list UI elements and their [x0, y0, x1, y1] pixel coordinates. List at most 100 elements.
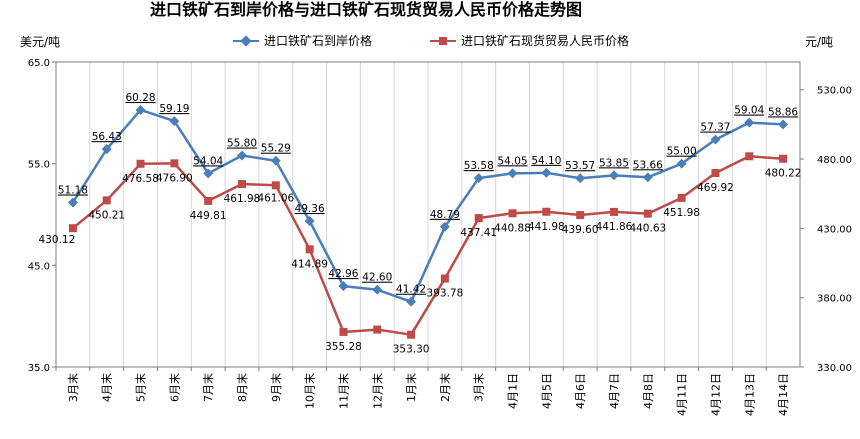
right-tick-label: 430.00	[817, 224, 852, 235]
data-label-cif: 41.42	[396, 284, 426, 296]
point-rmb	[440, 274, 449, 283]
left-tick-label: 65.0	[28, 58, 50, 69]
point-cif	[372, 284, 383, 295]
chart-title: 进口铁矿石到岸价格与进口铁矿石现货贸易人民币价格走势图	[150, 0, 582, 19]
data-label-cif: 55.29	[261, 143, 291, 155]
data-label-rmb: 451.98	[663, 207, 700, 219]
x-tick-label: 4月11日	[676, 373, 689, 416]
data-label-cif: 56.43	[92, 131, 122, 143]
point-cif	[169, 116, 180, 127]
x-tick-label: 12月末	[370, 373, 384, 409]
point-rmb	[102, 196, 111, 205]
data-label-cif: 53.85	[599, 157, 629, 169]
series-line-rmb	[72, 155, 784, 336]
right-tick-label: 480.00	[817, 155, 852, 166]
point-rmb	[305, 245, 314, 254]
point-rmb	[711, 169, 720, 178]
legend-marker-cif	[240, 35, 252, 47]
x-tick-label: 10月末	[303, 373, 317, 409]
data-label-rmb: 437.41	[460, 227, 497, 239]
point-cif	[439, 221, 450, 232]
data-label-rmb: 461.06	[257, 192, 294, 204]
legend-label-rmb: 进口铁矿石现货贸易人民币价格	[461, 33, 629, 48]
data-label-rmb: 355.28	[325, 341, 362, 353]
data-label-rmb: 440.63	[629, 223, 666, 235]
data-label-cif: 57.37	[700, 122, 730, 134]
x-tick-label: 4月7日	[608, 373, 621, 409]
point-rmb	[170, 159, 179, 168]
series-line-cif	[71, 108, 784, 303]
data-label-cif: 53.66	[633, 159, 663, 171]
point-rmb	[779, 154, 788, 163]
data-label-cif: 54.05	[498, 155, 528, 167]
data-label-rmb: 469.92	[697, 182, 734, 194]
data-label-cif: 59.04	[734, 105, 764, 117]
x-axis: 3月末 4月末 5月末 6月末 7月末 8月末 9月末 10月末 11月末 12月末 1月末 2月末 3…	[55, 367, 790, 416]
data-label-rmb: 461.98	[224, 193, 261, 205]
right-tick-label: 330.00	[817, 363, 852, 374]
point-rmb	[136, 159, 145, 168]
x-tick-label: 4月8日	[642, 373, 655, 409]
x-tick-label: 2月末	[438, 373, 452, 402]
x-tick-label: 6月末	[167, 373, 181, 402]
point-cif	[67, 197, 78, 208]
data-label-cif: 48.79	[430, 209, 460, 221]
right-tick-label: 530.00	[817, 86, 852, 97]
x-tick-label: 4月14日	[777, 373, 790, 416]
point-rmb	[238, 180, 246, 189]
series-lines	[67, 105, 789, 339]
legend-marker-rmb	[439, 37, 447, 45]
data-label-cif: 59.19	[159, 103, 189, 115]
right-axis-unit: 元/吨	[805, 35, 833, 49]
point-cif	[541, 167, 552, 178]
data-label-rmb: 441.86	[596, 221, 633, 233]
point-cif	[237, 150, 247, 161]
point-cif	[304, 216, 315, 226]
left-tick-label: 55.0	[28, 160, 50, 171]
point-rmb	[373, 325, 382, 334]
x-tick-label: 4月12日	[709, 373, 722, 416]
x-tick-label: 4月13日	[743, 373, 756, 416]
data-label-cif: 42.96	[328, 268, 358, 280]
data-label-rmb: 441.98	[528, 221, 565, 233]
x-tick-label: 4月5日	[540, 373, 553, 409]
point-rmb	[643, 209, 652, 218]
data-label-rmb: 393.78	[427, 288, 464, 300]
point-rmb	[745, 152, 754, 161]
data-label-rmb: 414.89	[291, 258, 328, 270]
left-axis: 35.0 45.0 55.0 65.0	[28, 58, 56, 374]
data-label-rmb: 430.12	[39, 234, 76, 246]
data-label-rmb: 476.58	[122, 173, 159, 185]
legend: 进口铁矿石到岸价格 进口铁矿石现货贸易人民币价格	[233, 33, 629, 48]
left-tick-label: 35.0	[28, 363, 50, 374]
point-cif	[710, 134, 721, 145]
data-label-rmb: 450.21	[88, 209, 125, 221]
point-cif	[744, 117, 755, 128]
x-tick-label: 1月末	[404, 373, 418, 402]
left-tick-label: 45.0	[28, 261, 50, 272]
point-cif	[778, 119, 789, 130]
data-label-rmb: 353.30	[393, 344, 430, 356]
point-rmb	[576, 211, 585, 220]
legend-label-cif: 进口铁矿石到岸价格	[264, 33, 372, 48]
x-tick-label: 5月末	[134, 373, 148, 402]
point-rmb	[508, 209, 517, 218]
data-label-rmb: 449.81	[190, 210, 227, 222]
point-cif	[406, 296, 417, 307]
point-rmb	[610, 207, 618, 216]
data-label-rmb: 480.22	[765, 168, 802, 180]
data-label-cif: 58.86	[768, 106, 798, 118]
right-tick-label: 380.00	[817, 294, 852, 305]
point-cif	[135, 105, 146, 115]
data-label-rmb: 476.90	[156, 172, 193, 184]
point-rmb	[271, 181, 280, 190]
point-rmb	[339, 327, 348, 336]
right-axis: 330.00 380.00 430.00 480.00 530.00	[800, 86, 852, 374]
x-tick-label: 9月末	[269, 373, 283, 402]
point-cif	[609, 170, 619, 181]
x-tick-label: 3月末	[472, 373, 486, 402]
data-label-cif: 54.04	[193, 155, 223, 167]
data-label-cif: 42.60	[362, 272, 392, 284]
